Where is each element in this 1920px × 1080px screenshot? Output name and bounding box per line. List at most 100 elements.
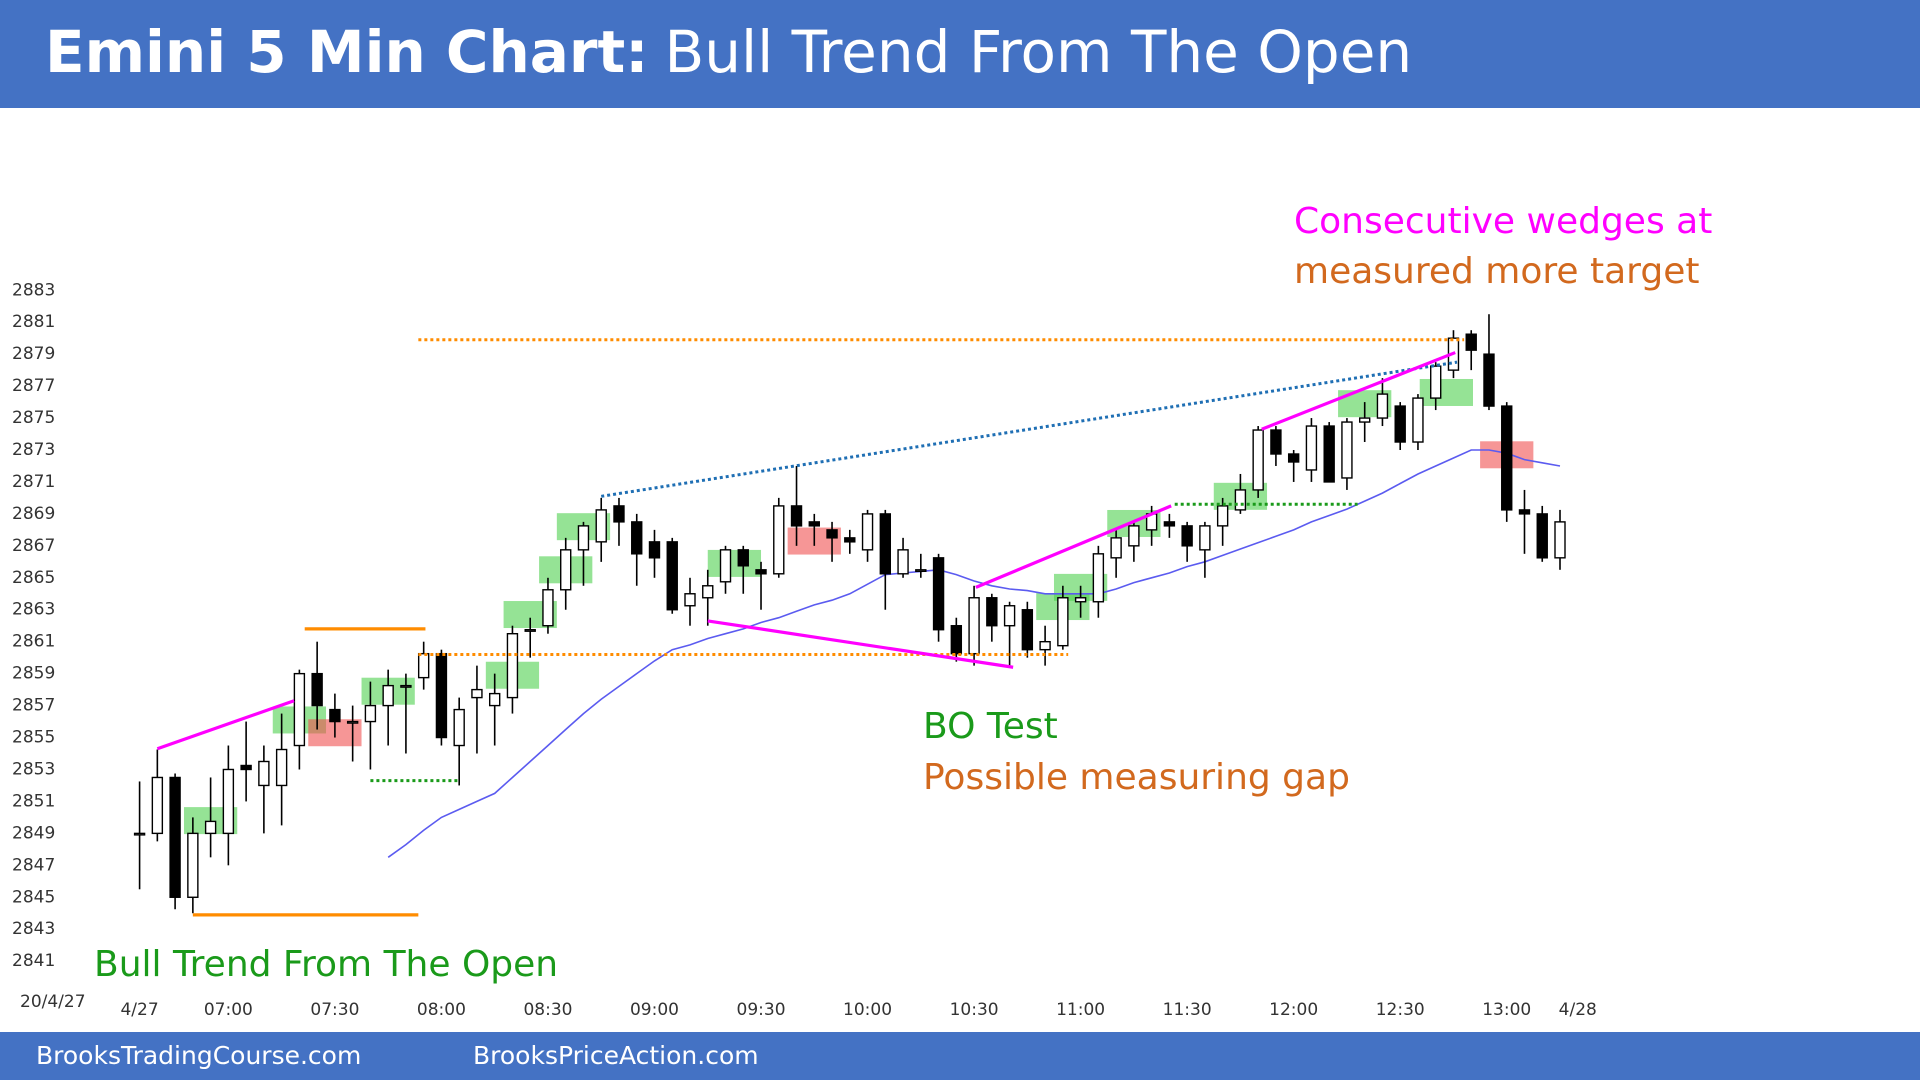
candle-body <box>826 529 838 539</box>
candle-body <box>169 776 181 898</box>
candle <box>151 749 164 842</box>
candle <box>1341 418 1353 490</box>
candle-body <box>1483 353 1495 407</box>
candle <box>1216 497 1229 546</box>
y-tick-label: 2849 <box>12 823 55 843</box>
candle-body <box>222 768 235 835</box>
candle-body <box>577 525 590 551</box>
x-tick-label: 12:30 <box>1376 1000 1425 1020</box>
candle <box>506 625 519 714</box>
candle-body <box>1234 489 1247 511</box>
candle-body <box>613 505 625 523</box>
y-tick-label: 2841 <box>12 951 55 971</box>
x-tick-label: 11:00 <box>1056 1000 1105 1020</box>
candle <box>1270 426 1282 466</box>
x-tick-label: 08:30 <box>523 1000 572 1020</box>
candle <box>1430 362 1442 411</box>
x-tick-label: 09:00 <box>630 1000 679 1020</box>
annotation-line <box>156 699 295 751</box>
footer-text: BrooksPriceAction.com <box>473 1041 759 1070</box>
candle-body <box>488 692 501 707</box>
x-tick-label: 07:30 <box>310 1000 359 1020</box>
annotation-line <box>600 360 1458 498</box>
candle-body <box>879 513 892 575</box>
candle <box>1394 402 1406 450</box>
candle-body <box>1181 525 1193 547</box>
y-tick-label: 2869 <box>12 504 55 524</box>
candle-body <box>1003 605 1016 627</box>
footer-bar <box>0 1032 1920 1080</box>
candle-body <box>1412 397 1424 443</box>
annotation-line <box>975 504 1172 589</box>
candle <box>986 593 998 642</box>
candle <box>1092 545 1105 618</box>
candle-body <box>275 748 288 787</box>
candle-body <box>1323 425 1335 483</box>
candle-body <box>133 832 146 836</box>
candle <box>577 521 590 586</box>
candle <box>364 681 377 770</box>
candle-body <box>861 513 874 551</box>
candle-body <box>471 688 483 699</box>
candle-body <box>204 820 217 835</box>
candle <box>329 693 341 738</box>
candle <box>1181 521 1193 562</box>
candle-body <box>1376 393 1389 419</box>
candle-body <box>1110 537 1122 559</box>
candle-body <box>1554 521 1566 559</box>
candle <box>1358 402 1371 443</box>
candle-body <box>311 672 323 707</box>
candle <box>861 509 874 562</box>
candle-body <box>737 549 749 567</box>
candle <box>595 497 607 562</box>
candle <box>204 777 217 858</box>
candle <box>844 529 856 554</box>
candle <box>808 513 820 546</box>
x-tick-label: 07:00 <box>204 1000 253 1020</box>
y-tick-label: 2861 <box>12 632 55 652</box>
candle-body <box>684 593 696 607</box>
candle <box>1554 509 1566 570</box>
candle-body <box>1021 609 1034 651</box>
candle <box>648 529 661 578</box>
annotation-line <box>1261 351 1456 431</box>
date-label: 20/4/27 <box>20 992 86 1012</box>
candle-body <box>1039 640 1051 651</box>
candle <box>222 745 235 866</box>
candle-body <box>1128 525 1140 547</box>
y-tick-label: 2859 <box>12 664 55 684</box>
candle <box>542 577 554 634</box>
candle <box>613 497 625 546</box>
candle-body <box>240 764 252 771</box>
annotation: Possible measuring gap <box>923 757 1350 798</box>
candle-body <box>666 541 678 611</box>
candle <box>1057 585 1069 650</box>
x-tick-label: 13:00 <box>1482 1000 1531 1020</box>
candle <box>1376 378 1389 427</box>
candle <box>1287 450 1300 482</box>
candle <box>1199 521 1211 578</box>
y-tick-label: 2873 <box>12 440 55 460</box>
candle-body <box>346 720 359 724</box>
candle <box>684 577 696 626</box>
candle <box>471 665 483 754</box>
y-tick-label: 2857 <box>12 696 55 716</box>
candle-body <box>1501 405 1513 511</box>
candle <box>1110 529 1122 578</box>
candle <box>1465 330 1477 371</box>
candle <box>1323 422 1335 483</box>
candle <box>1518 489 1531 554</box>
title-rest: Bull Trend From The Open <box>664 18 1412 86</box>
candle-body <box>542 589 554 627</box>
candle <box>133 781 146 890</box>
candle-body <box>1057 597 1069 647</box>
candle-body <box>1252 429 1264 491</box>
footer-text: BrooksTradingCourse.com <box>36 1041 361 1070</box>
candle-body <box>950 625 963 655</box>
y-tick-label: 2879 <box>12 344 55 364</box>
candle-body <box>1358 417 1371 423</box>
chart-title: Emini 5 Min Chart: Bull Trend From The Op… <box>45 18 1412 86</box>
candle <box>1039 625 1051 666</box>
candle-body <box>1465 333 1477 351</box>
